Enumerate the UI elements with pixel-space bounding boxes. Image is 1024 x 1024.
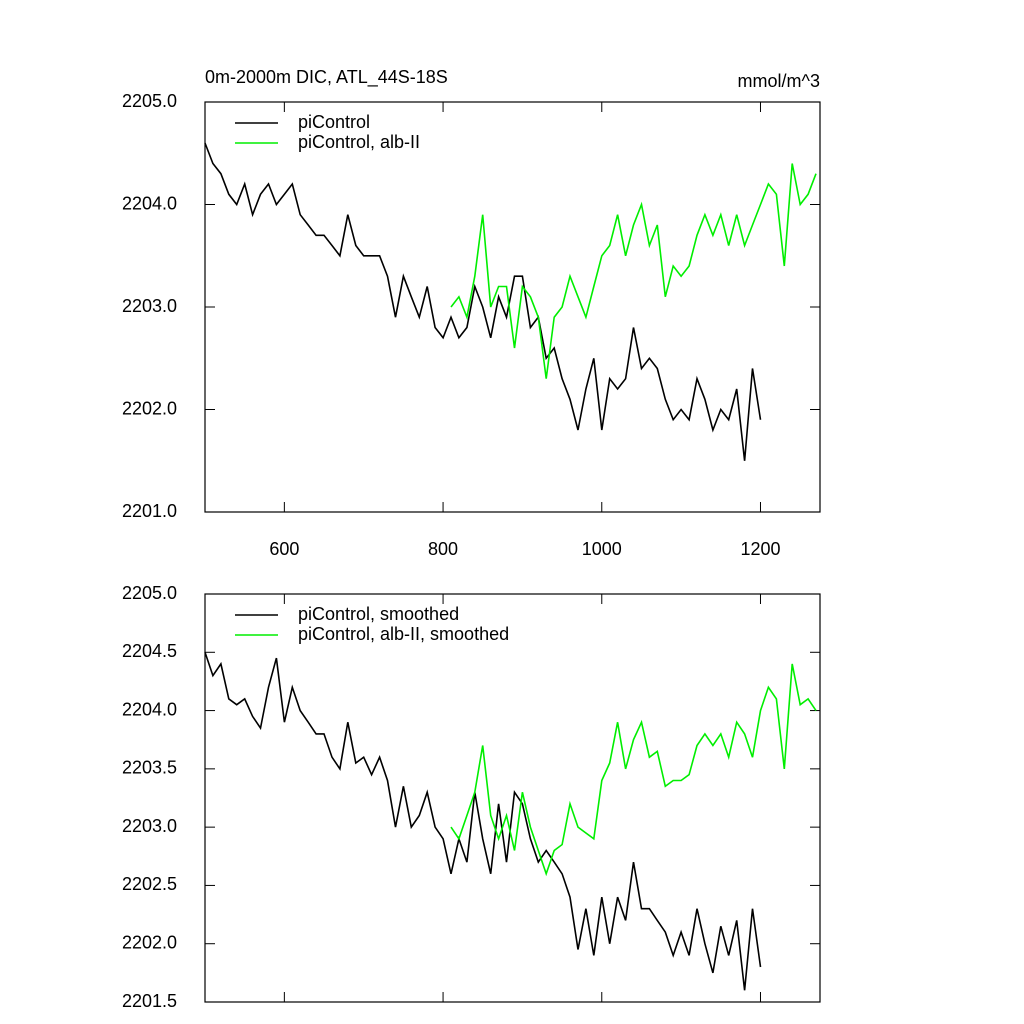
y-tick-label: 2204.0 [122,699,177,719]
plot-frame [204,593,821,1003]
series-line [204,142,762,461]
y-tick-label: 2201.0 [122,501,177,521]
y-tick-label: 2201.5 [122,991,177,1011]
y-tick-label: 2205.0 [122,91,177,111]
legend-label: piControl, alb-II, smoothed [298,624,509,644]
y-tick-label: 2202.0 [122,932,177,952]
series-line [450,163,817,379]
y-tick-label: 2202.5 [122,874,177,894]
y-tick-label: 2204.0 [122,193,177,213]
x-tick-label: 1000 [582,539,622,559]
y-tick-label: 2203.0 [122,816,177,836]
y-tick-label: 2204.5 [122,641,177,661]
y-tick-label: 2203.5 [122,758,177,778]
legend-label: piControl [298,112,370,132]
y-tick-label: 2202.0 [122,398,177,418]
units-label: mmol/m^3 [738,71,820,91]
series-line [450,663,817,877]
plot-frame [204,101,821,513]
legend-label: piControl, smoothed [298,604,459,624]
series-line [204,652,762,991]
y-tick-label: 2203.0 [122,296,177,316]
x-tick-label: 800 [428,539,458,559]
x-tick-label: 1200 [740,539,780,559]
chart-title: 0m-2000m DIC, ATL_44S-18S [205,67,448,88]
x-tick-label: 600 [269,539,299,559]
legend-label: piControl, alb-II [298,132,420,152]
y-tick-label: 2205.0 [122,583,177,603]
